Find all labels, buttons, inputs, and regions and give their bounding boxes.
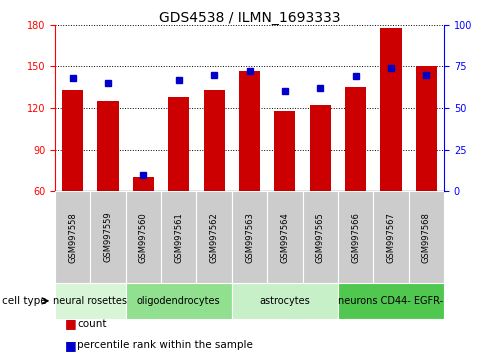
Text: GSM997561: GSM997561 [174, 212, 183, 263]
Bar [373, 191, 409, 283]
Bar [161, 191, 197, 283]
Bar [97, 101, 119, 191]
Bar [239, 70, 260, 191]
Bar [267, 191, 302, 283]
Text: neural rosettes: neural rosettes [53, 296, 127, 306]
Bar [345, 87, 366, 191]
Text: GSM997562: GSM997562 [210, 212, 219, 263]
Bar [55, 283, 126, 319]
Text: GSM997566: GSM997566 [351, 212, 360, 263]
Text: GSM997560: GSM997560 [139, 212, 148, 263]
Text: GSM997564: GSM997564 [280, 212, 289, 263]
Text: percentile rank within the sample: percentile rank within the sample [77, 340, 253, 350]
Bar [274, 111, 295, 191]
Bar [62, 90, 83, 191]
Bar [409, 191, 444, 283]
Bar [302, 191, 338, 283]
Bar [55, 191, 90, 283]
Text: cell type: cell type [2, 296, 47, 306]
Bar [338, 283, 444, 319]
Text: GSM997565: GSM997565 [316, 212, 325, 263]
Text: GSM997567: GSM997567 [387, 212, 396, 263]
Text: GSM997558: GSM997558 [68, 212, 77, 263]
Text: ■: ■ [65, 318, 77, 330]
Bar [197, 191, 232, 283]
Bar [232, 283, 338, 319]
Text: GSM997559: GSM997559 [103, 212, 112, 263]
Bar [232, 191, 267, 283]
Bar [416, 67, 437, 191]
Text: GDS4538 / ILMN_1693333: GDS4538 / ILMN_1693333 [159, 11, 340, 25]
Bar [204, 90, 225, 191]
Bar [90, 191, 126, 283]
Text: GSM997563: GSM997563 [245, 212, 254, 263]
Text: ■: ■ [65, 339, 77, 352]
Text: astrocytes: astrocytes [259, 296, 310, 306]
Bar [133, 177, 154, 191]
Bar [380, 28, 402, 191]
Bar [126, 191, 161, 283]
Bar [338, 191, 373, 283]
Text: neurons CD44- EGFR-: neurons CD44- EGFR- [338, 296, 444, 306]
Bar [310, 105, 331, 191]
Text: oligodendrocytes: oligodendrocytes [137, 296, 221, 306]
Bar [168, 97, 189, 191]
Text: GSM997568: GSM997568 [422, 212, 431, 263]
Text: count: count [77, 319, 107, 329]
Bar [126, 283, 232, 319]
